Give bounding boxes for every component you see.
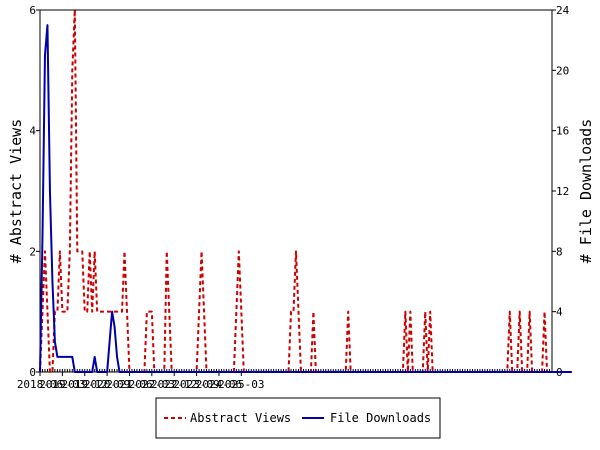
x-tick-label: 2022-03 [129,378,175,391]
y-right-tick-label: 12 [556,185,569,198]
legend-box [155,397,441,439]
legend: Abstract Views File Downloads [155,397,441,439]
x-tick-label: 2020-09 [84,378,130,391]
x-tick-label: 2021-06 [106,378,152,391]
y-right-tick-label: 4 [556,306,563,319]
x-tick-label: 2022-12 [151,378,197,391]
y-right-tick-label: 24 [556,4,570,17]
legend-label-abstract-views: Abstract Views [190,411,291,425]
series-line-file-downloads [39,24,572,373]
series-layer [39,9,572,373]
y-left-tick-label: 0 [29,366,36,379]
series-line-abstract-views [39,9,552,373]
plot-area [39,9,553,373]
x-tick-label: 2023-09 [173,378,219,391]
y-left-tick-label: 2 [29,245,36,258]
legend-label-file-downloads: File Downloads [330,411,431,425]
y-axis-right-title: # File Downloads [577,119,595,264]
x-tick-label: 2018-06 [17,378,63,391]
y-left-tick-label: 4 [29,125,36,138]
y-axis-left-title: # Abstract Views [7,119,25,264]
y-right-tick-label: 20 [556,64,569,77]
x-tick-label: 2024-06 [196,378,242,391]
y-left-tick-label: 6 [29,4,36,17]
axis-ticks: 2018-062019-032019-122020-092021-062022-… [17,4,570,391]
y-right-tick-label: 8 [556,245,563,258]
y-right-tick-label: 16 [556,125,569,138]
x-tick-label: 2025-03 [218,378,264,391]
x-tick-label: 2019-03 [39,378,85,391]
x-tick-label: 2019-12 [62,378,108,391]
